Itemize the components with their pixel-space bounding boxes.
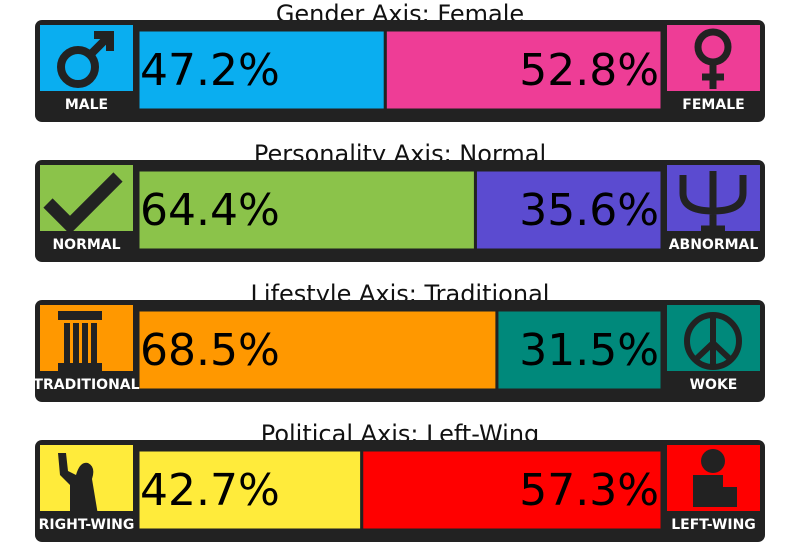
icon-label: FEMALE bbox=[682, 97, 744, 113]
icon-left bbox=[40, 445, 133, 515]
icon-shape bbox=[64, 323, 70, 363]
icon-shape bbox=[702, 62, 724, 89]
icon-shape bbox=[73, 323, 79, 363]
icon-label: ABNORMAL bbox=[669, 237, 759, 253]
icon-label: MALE bbox=[65, 97, 108, 113]
value-label-left: 47.2% bbox=[140, 45, 280, 96]
bar-right bbox=[383, 28, 664, 112]
icon-label: RIGHT-WING bbox=[39, 517, 135, 533]
icon-shape bbox=[692, 315, 734, 367]
icon-label: TRADITIONAL bbox=[33, 377, 139, 393]
icon-right bbox=[667, 445, 760, 511]
icon-shape bbox=[58, 363, 102, 371]
value-label-right: 57.3% bbox=[519, 465, 659, 516]
value-label-left: 68.5% bbox=[140, 325, 280, 376]
icon-right bbox=[667, 165, 760, 233]
icon-label: WOKE bbox=[690, 377, 738, 393]
icon-label: NORMAL bbox=[52, 237, 120, 253]
icon-box bbox=[40, 165, 133, 231]
icon-left bbox=[40, 305, 133, 371]
icon-shape bbox=[723, 487, 737, 507]
icon-shape bbox=[701, 449, 725, 473]
value-label-right: 52.8% bbox=[519, 45, 659, 96]
value-label-right: 31.5% bbox=[519, 325, 659, 376]
icon-left bbox=[40, 25, 133, 91]
icon-left bbox=[40, 165, 133, 235]
bar-left bbox=[136, 28, 387, 112]
bar-left bbox=[136, 308, 499, 392]
icon-shape bbox=[43, 172, 123, 235]
icon-shape bbox=[58, 311, 102, 320]
value-label-right: 35.6% bbox=[519, 185, 659, 236]
bar-left bbox=[136, 168, 477, 252]
bar-left bbox=[136, 448, 364, 532]
icon-shape bbox=[87, 31, 114, 58]
icon-shape bbox=[693, 475, 723, 507]
icon-right bbox=[667, 305, 760, 371]
icon-right bbox=[667, 25, 760, 91]
icon-shape bbox=[679, 171, 747, 233]
icon-shape bbox=[91, 323, 97, 363]
icon-shape bbox=[58, 453, 98, 515]
bar-right bbox=[473, 168, 664, 252]
value-label-left: 42.7% bbox=[140, 465, 280, 516]
icon-label: LEFT-WING bbox=[671, 517, 756, 533]
icon-shape bbox=[82, 323, 88, 363]
icon-shape bbox=[57, 46, 99, 88]
value-label-left: 64.4% bbox=[140, 185, 280, 236]
bar-right bbox=[360, 448, 664, 532]
bar-right bbox=[495, 308, 664, 392]
